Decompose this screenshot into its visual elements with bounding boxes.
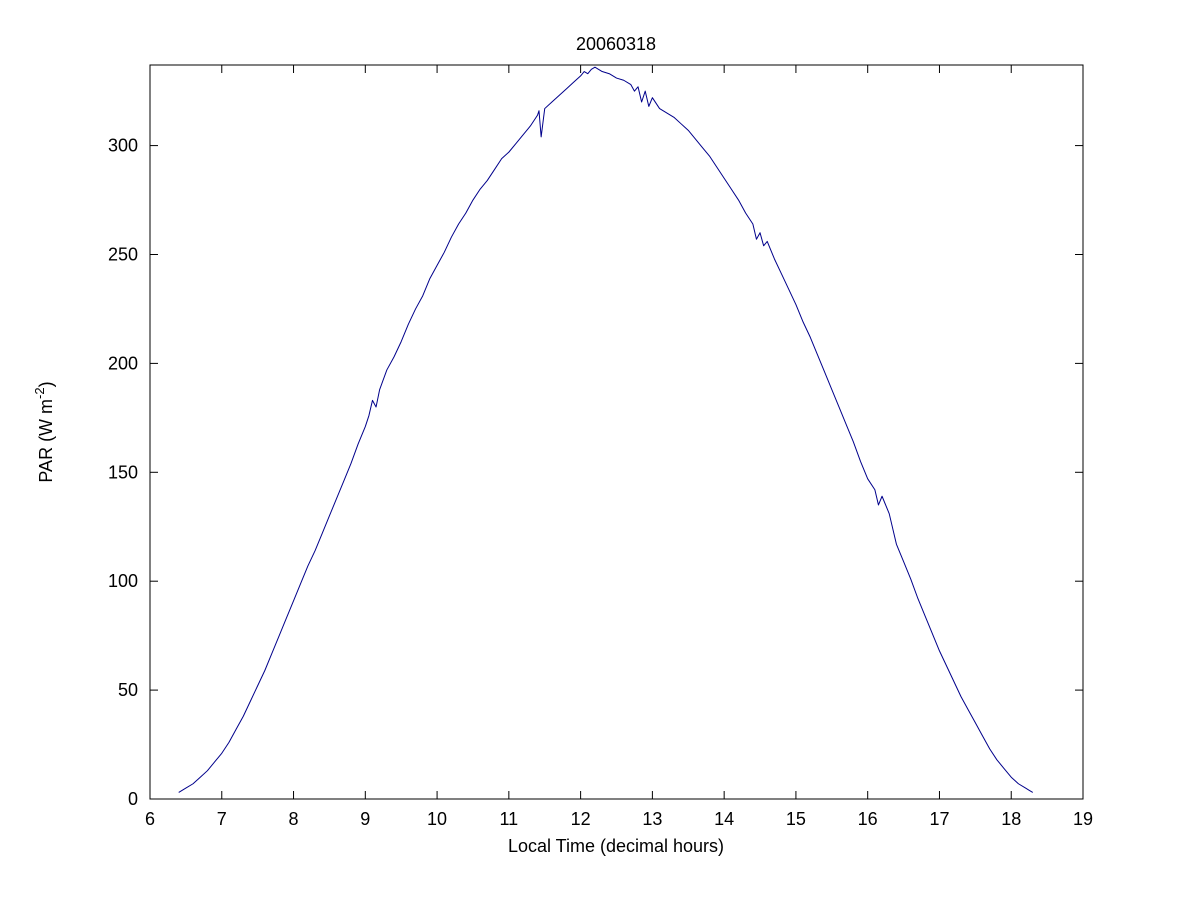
x-tick-label: 7 (217, 809, 227, 829)
x-tick-label: 12 (571, 809, 591, 829)
x-tick-label: 18 (1001, 809, 1021, 829)
x-tick-label: 8 (289, 809, 299, 829)
y-axis-label: PAR (W m-2) (32, 381, 56, 482)
y-label-superscript: -2 (32, 387, 47, 399)
par-data-line (178, 66, 1034, 793)
x-tick-label: 17 (929, 809, 949, 829)
y-tick-label: 250 (108, 244, 138, 264)
y-axis-ticks: 0 50 100 150 200 250 300 (108, 136, 1083, 809)
y-tick-label: 0 (128, 789, 138, 809)
x-tick-label: 6 (145, 809, 155, 829)
chart-title: 20060318 (576, 34, 656, 54)
x-tick-label: 13 (642, 809, 662, 829)
data-series-group (178, 66, 1034, 793)
x-axis-ticks: 6 7 8 9 10 11 12 13 14 15 16 17 18 19 (145, 65, 1093, 829)
y-label-pre: PAR (W m (36, 399, 56, 483)
x-tick-label: 14 (714, 809, 734, 829)
y-tick-label: 200 (108, 353, 138, 373)
y-tick-label: 150 (108, 462, 138, 482)
y-tick-label: 50 (118, 680, 138, 700)
x-tick-label: 19 (1073, 809, 1093, 829)
x-tick-label: 16 (858, 809, 878, 829)
x-axis-label: Local Time (decimal hours) (508, 836, 724, 856)
x-tick-label: 11 (500, 809, 519, 829)
y-tick-label: 100 (108, 571, 138, 591)
y-label-post: ) (36, 381, 56, 387)
x-tick-label: 15 (786, 809, 806, 829)
y-tick-label: 300 (108, 136, 138, 156)
axes-box (149, 64, 1084, 800)
x-tick-label: 10 (427, 809, 447, 829)
x-tick-label: 9 (360, 809, 370, 829)
